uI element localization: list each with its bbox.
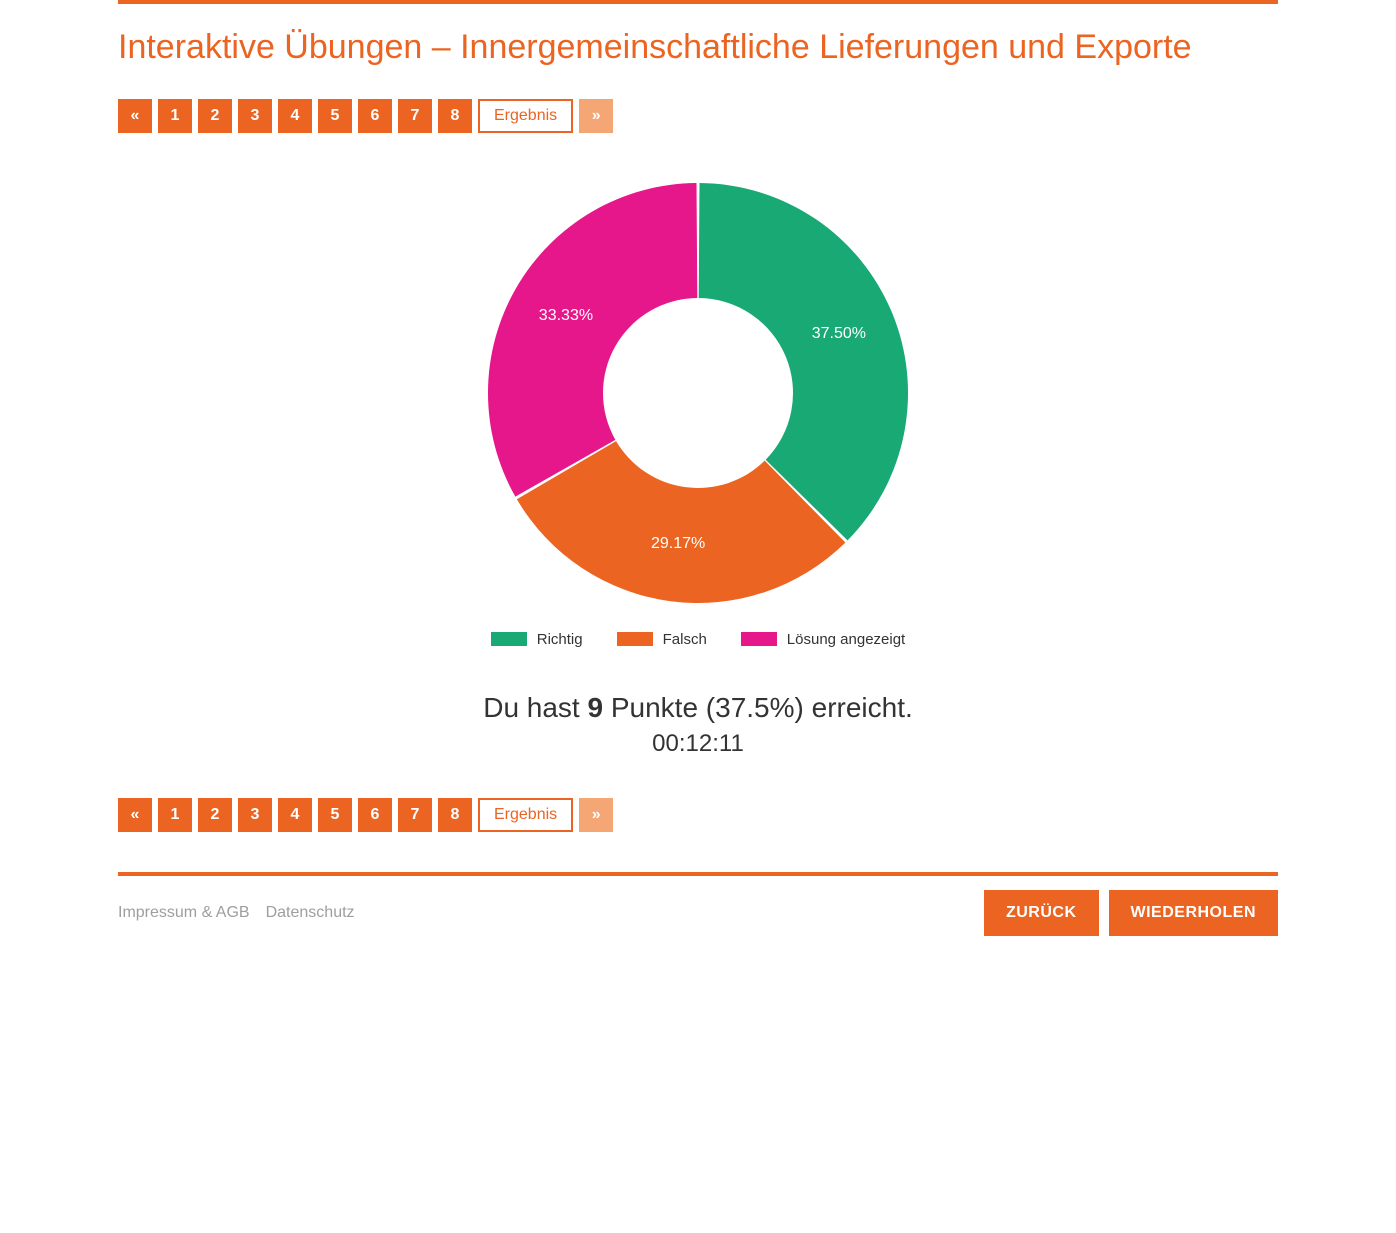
legend-label-falsch: Falsch: [663, 631, 707, 648]
legend-swatch-falsch: [617, 632, 653, 646]
pager-page-6[interactable]: 6: [358, 798, 392, 832]
legend-label-richtig: Richtig: [537, 631, 583, 648]
chart-legend: Richtig Falsch Lösung angezeigt: [491, 631, 905, 648]
repeat-button[interactable]: WIEDERHOLEN: [1109, 890, 1279, 936]
page-title: Interaktive Übungen – Innergemeinschaftl…: [118, 26, 1278, 69]
legend-swatch-loesung: [741, 632, 777, 646]
slice-label-richtig: 37.50%: [812, 325, 866, 343]
legend-item-loesung: Lösung angezeigt: [741, 631, 905, 648]
pager-page-2[interactable]: 2: [198, 99, 232, 133]
slice-label-falsch: 29.17%: [651, 535, 705, 553]
top-divider: [118, 0, 1278, 4]
bottom-divider: [118, 872, 1278, 876]
pager-page-1[interactable]: 1: [158, 99, 192, 133]
legend-swatch-richtig: [491, 632, 527, 646]
footer-bar: Impressum & AGB Datenschutz ZURÜCK WIEDER…: [118, 890, 1278, 936]
summary-text: Du hast 9 Punkte (37.5%) erreicht.: [118, 692, 1278, 724]
pager-top: «12345678Ergebnis»: [118, 99, 1278, 133]
summary-prefix: Du hast: [483, 692, 587, 723]
pager-page-5[interactable]: 5: [318, 798, 352, 832]
pager-page-3[interactable]: 3: [238, 798, 272, 832]
pager-page-6[interactable]: 6: [358, 99, 392, 133]
pager-page-8[interactable]: 8: [438, 99, 472, 133]
pager-result[interactable]: Ergebnis: [478, 99, 573, 133]
result-chart: 37.50% 29.17% 33.33% Richtig Falsch Lösung a…: [118, 173, 1278, 648]
summary-suffix: Punkte (37.5%) erreicht.: [603, 692, 913, 723]
donut-chart: 37.50% 29.17% 33.33%: [478, 173, 918, 613]
pager-bottom: «12345678Ergebnis»: [118, 798, 1278, 832]
pager-prev[interactable]: «: [118, 798, 152, 832]
pager-page-7[interactable]: 7: [398, 798, 432, 832]
footer-actions: ZURÜCK WIEDERHOLEN: [984, 890, 1278, 936]
footer-link-1[interactable]: Datenschutz: [266, 904, 355, 922]
pager-page-2[interactable]: 2: [198, 798, 232, 832]
pager-next: »: [579, 798, 613, 832]
legend-item-falsch: Falsch: [617, 631, 707, 648]
pager-page-7[interactable]: 7: [398, 99, 432, 133]
back-button[interactable]: ZURÜCK: [984, 890, 1099, 936]
summary-points: 9: [588, 692, 604, 723]
slice-loesung: [488, 183, 697, 497]
pager-page-4[interactable]: 4: [278, 798, 312, 832]
pager-page-5[interactable]: 5: [318, 99, 352, 133]
page: Interaktive Übungen – Innergemeinschaftl…: [118, 0, 1278, 956]
legend-item-richtig: Richtig: [491, 631, 583, 648]
result-summary: Du hast 9 Punkte (37.5%) erreicht. 00:12…: [118, 692, 1278, 758]
slice-label-loesung: 33.33%: [539, 307, 593, 325]
pager-page-4[interactable]: 4: [278, 99, 312, 133]
footer-links: Impressum & AGB Datenschutz: [118, 904, 355, 922]
pager-page-8[interactable]: 8: [438, 798, 472, 832]
pager-prev[interactable]: «: [118, 99, 152, 133]
footer-link-0[interactable]: Impressum & AGB: [118, 904, 250, 922]
summary-time: 00:12:11: [118, 730, 1278, 758]
pager-page-1[interactable]: 1: [158, 798, 192, 832]
pager-page-3[interactable]: 3: [238, 99, 272, 133]
pager-result[interactable]: Ergebnis: [478, 798, 573, 832]
pager-next: »: [579, 99, 613, 133]
legend-label-loesung: Lösung angezeigt: [787, 631, 905, 648]
